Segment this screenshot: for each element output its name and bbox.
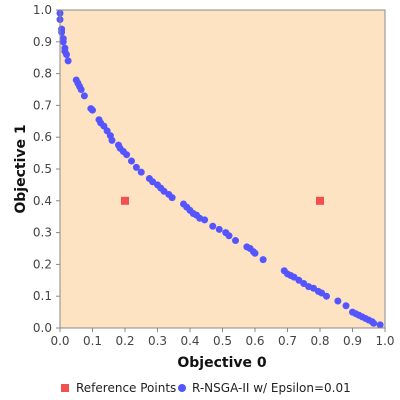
solution-point <box>89 106 96 114</box>
x-tick-label: 0.1 <box>83 334 102 348</box>
y-axis-title: Objective 1 <box>13 124 29 213</box>
solution-point <box>80 92 88 100</box>
solution-point <box>323 292 330 300</box>
plot-area <box>60 10 385 328</box>
legend-label-r-nsga-ii: R-NSGA-II w/ Epsilon=0.01 <box>192 381 351 395</box>
solution-point <box>58 28 66 36</box>
reference-point <box>316 196 324 205</box>
data-points <box>56 9 384 329</box>
solution-point <box>63 51 70 59</box>
x-axis-title: Objective 0 <box>177 355 267 371</box>
solution-point <box>137 168 145 176</box>
solution-point <box>232 237 239 245</box>
solution-point <box>168 194 176 202</box>
solution-point <box>370 319 378 327</box>
reference-point <box>121 196 129 205</box>
solution-point <box>209 222 217 230</box>
x-tick-label: 0.5 <box>213 334 232 348</box>
y-tick-label: 0.8 <box>33 67 52 81</box>
x-tick-label: 0.4 <box>180 334 199 348</box>
legend-label-reference-points: Reference Points <box>76 381 176 395</box>
x-tick-label: 0.3 <box>148 334 167 348</box>
solution-point <box>132 163 140 171</box>
solution-point <box>59 38 67 46</box>
legend-marker-reference-points <box>61 384 69 392</box>
y-tick-label: 0.0 <box>33 321 52 335</box>
solution-point <box>123 151 131 159</box>
solution-point <box>334 297 342 305</box>
legend: Reference Points R-NSGA-II w/ Epsilon=0.… <box>61 381 351 395</box>
axis-ticks: 0.0 0.1 0.2 0.3 0.4 0.5 0.6 0.7 0.8 0.9 1.0 0.0 0.1 0… <box>33 3 395 348</box>
y-tick-label: 0.3 <box>33 226 52 240</box>
y-tick-label: 0.2 <box>33 257 52 271</box>
y-tick-label: 0.5 <box>33 162 52 176</box>
x-tick-label: 0.0 <box>50 334 69 348</box>
x-tick-label: 0.6 <box>245 334 264 348</box>
solution-point <box>128 157 135 165</box>
solution-point <box>251 249 259 257</box>
solution-point <box>342 302 350 310</box>
y-tick-label: 0.1 <box>33 289 52 303</box>
x-tick-label: 0.8 <box>310 334 329 348</box>
solution-point <box>215 225 223 233</box>
legend-marker-r-nsga-ii <box>178 384 186 392</box>
solution-point <box>225 232 233 240</box>
solution-point <box>108 136 116 144</box>
y-tick-label: 0.6 <box>33 130 52 144</box>
solution-point <box>64 57 72 65</box>
y-tick-label: 0.4 <box>33 194 52 208</box>
x-tick-label: 0.2 <box>115 334 134 348</box>
solution-point <box>376 321 384 329</box>
solution-point <box>259 256 267 264</box>
x-tick-label: 0.7 <box>278 334 297 348</box>
solution-point <box>77 86 85 93</box>
y-tick-label: 1.0 <box>33 3 52 17</box>
y-tick-label: 0.7 <box>33 98 52 112</box>
solution-point <box>201 216 209 224</box>
x-tick-label: 0.9 <box>343 334 362 348</box>
y-tick-label: 0.9 <box>33 35 52 49</box>
plot-border <box>59 9 386 329</box>
x-tick-label: 1.0 <box>375 334 394 348</box>
